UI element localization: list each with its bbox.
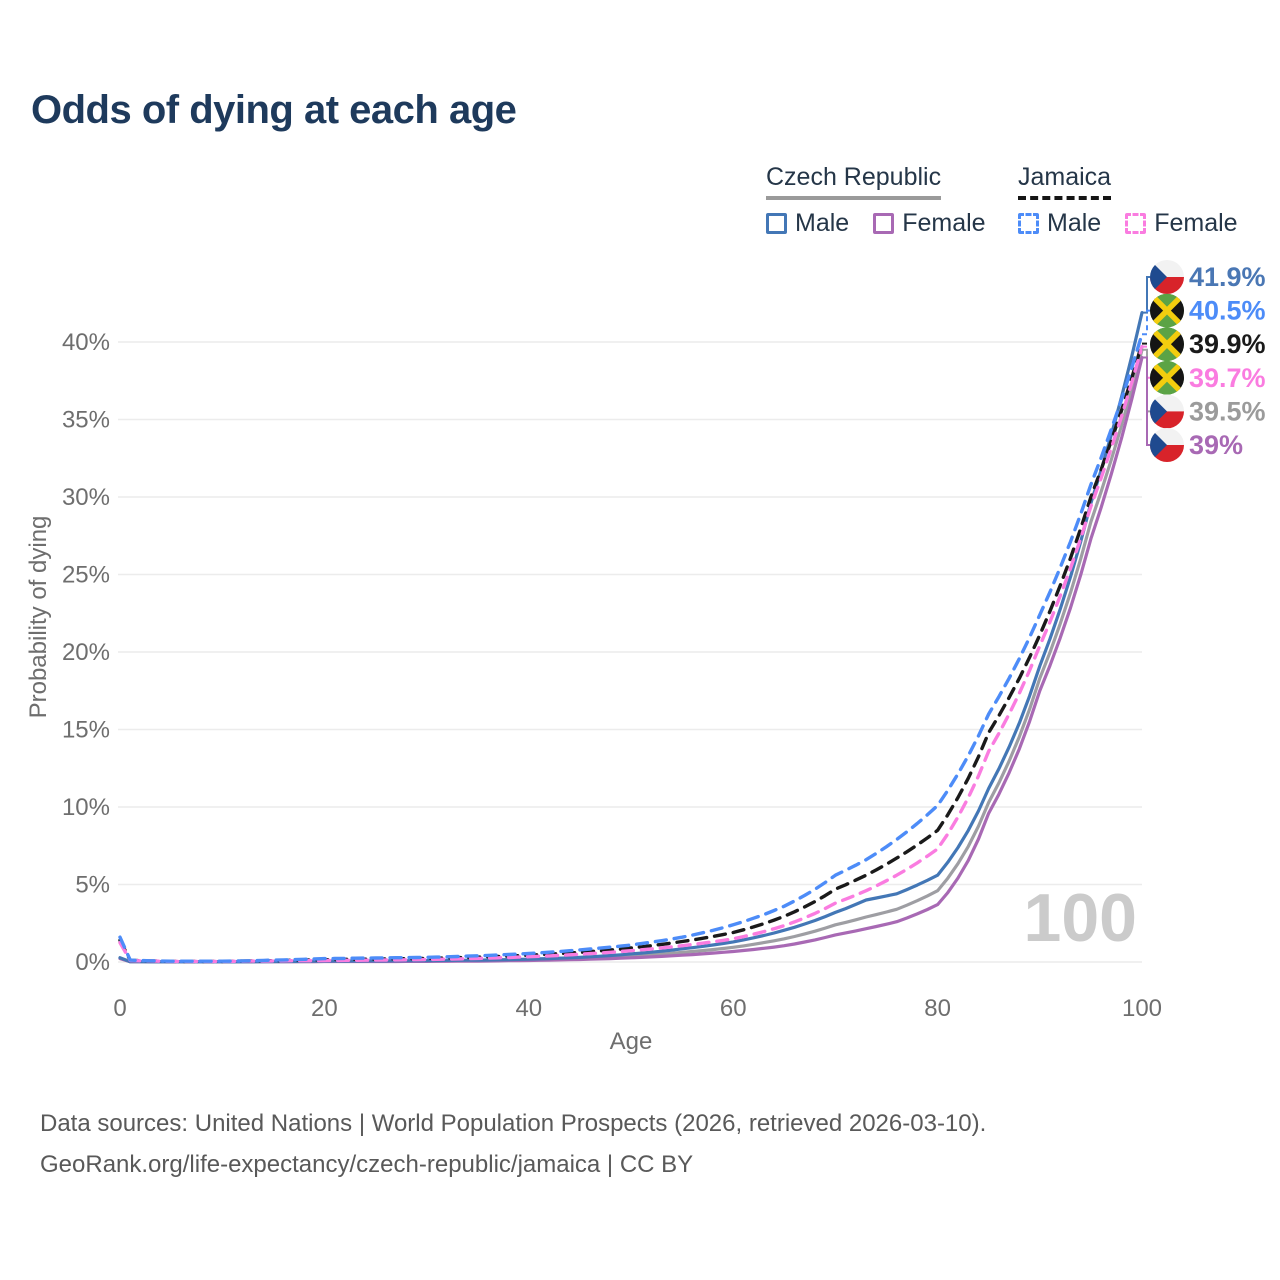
- jamaica-female-checkbox-icon[interactable]: [1125, 213, 1147, 234]
- legend-group-jamaica: Jamaica Male Female: [1018, 163, 1238, 238]
- x-tick-label: 80: [924, 995, 951, 1022]
- y-tick-label: 15%: [62, 717, 110, 744]
- jamaica-flag-icon: [1150, 327, 1184, 362]
- y-tick-label: 30%: [62, 484, 110, 511]
- legend-group-czech-republic: Czech Republic Male Female: [766, 163, 986, 238]
- legend-title-czech-republic: Czech Republic: [766, 163, 942, 200]
- end-value-label: 39%: [1189, 430, 1243, 460]
- x-tick-label: 40: [515, 995, 542, 1022]
- watermark-age-100: 100: [1024, 880, 1137, 956]
- footer-source-line: Data sources: United Nations | World Pop…: [40, 1110, 987, 1137]
- y-axis-title: Probability of dying: [25, 516, 52, 719]
- czech-flag-icon: [1150, 428, 1184, 462]
- leader-line: [1142, 356, 1150, 446]
- legend-label-jamaica-female: Female: [1154, 209, 1238, 237]
- czech-flag-icon: [1150, 260, 1184, 294]
- x-tick-label: 60: [720, 995, 747, 1022]
- czech-male-checkbox-icon[interactable]: [766, 213, 787, 234]
- x-axis-title: Age: [610, 1028, 653, 1055]
- series-line-jamaica-female[interactable]: [118, 344, 1144, 964]
- leader-line: [1142, 309, 1150, 336]
- end-value-label: 39.7%: [1189, 363, 1266, 393]
- y-tick-label: 0%: [75, 949, 110, 976]
- jamaica-flag-icon: [1150, 293, 1184, 328]
- legend-item-czech-male[interactable]: Male: [766, 209, 849, 238]
- legend-item-czech-female[interactable]: Female: [873, 209, 986, 238]
- end-value-label: 41.9%: [1189, 262, 1266, 292]
- series-line-czech-republic-female[interactable]: [118, 355, 1144, 964]
- x-tick-label: 100: [1122, 995, 1162, 1022]
- leader-line: [1142, 276, 1150, 314]
- x-tick-label: 0: [113, 995, 126, 1022]
- legend-title-jamaica: Jamaica: [1018, 163, 1112, 200]
- series-line-jamaica-male[interactable]: [118, 332, 1144, 963]
- footer-link-line: GeoRank.org/life-expectancy/czech-republ…: [40, 1151, 694, 1178]
- page-title: Odds of dying at each age: [31, 88, 517, 132]
- series-line-czech-republic[interactable]: [118, 348, 1144, 964]
- leader-line: [1142, 342, 1150, 346]
- legend-item-jamaica-male[interactable]: Male: [1018, 209, 1101, 238]
- y-tick-label: 35%: [62, 407, 110, 434]
- y-tick-label: 25%: [62, 562, 110, 589]
- czech-flag-icon: [1150, 394, 1184, 429]
- y-tick-label: 20%: [62, 639, 110, 666]
- end-value-label: 39.9%: [1189, 329, 1266, 359]
- legend-item-jamaica-female[interactable]: Female: [1125, 209, 1238, 238]
- legend-items-czech: Male Female: [766, 209, 986, 238]
- x-tick-label: 20: [311, 995, 338, 1022]
- legend-label-jamaica-male: Male: [1047, 209, 1102, 237]
- legend-label-czech-male: Male: [795, 209, 850, 237]
- jamaica-flag-icon: [1150, 360, 1184, 395]
- series-line-czech-republic-male[interactable]: [118, 311, 1144, 964]
- footer: Data sources: United Nations | World Pop…: [40, 1103, 986, 1185]
- y-tick-label: 40%: [62, 329, 110, 356]
- y-tick-label: 5%: [75, 872, 110, 899]
- end-value-label: 39.5%: [1189, 396, 1266, 426]
- end-value-label: 40.5%: [1189, 296, 1266, 326]
- jamaica-male-checkbox-icon[interactable]: [1018, 213, 1039, 234]
- legend-label-czech-female: Female: [902, 209, 986, 237]
- y-tick-label: 10%: [62, 794, 110, 821]
- legend-items-jamaica: Male Female: [1018, 209, 1238, 238]
- czech-female-checkbox-icon[interactable]: [873, 213, 895, 234]
